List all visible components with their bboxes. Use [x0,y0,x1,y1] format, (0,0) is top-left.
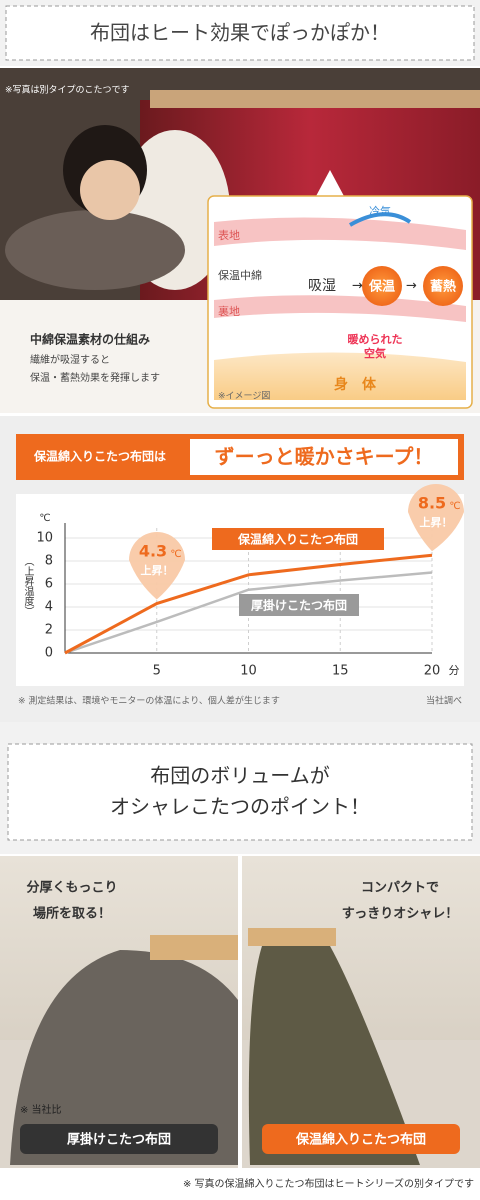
kotatsu-top [150,90,480,108]
callout-bubble [408,484,464,552]
diagram-label: 保温 [368,279,395,295]
left-label-bg [20,1124,218,1154]
diagram-label: 冷気 [369,204,391,218]
callout-text: 上昇！ [420,515,453,529]
caption-title: 中綿保温素材の仕組み [30,332,150,347]
header-title: 布団はヒート効果でぽっかぽか！ [90,21,390,45]
series-label-bg [212,528,384,550]
chart-note: ※ 測定結果は、環境やモニターの体温により、個人差が生じます [18,695,280,707]
diagram-label: 暖められた [348,332,403,346]
series-line [64,571,433,655]
banner-main-bg [190,439,458,475]
left-text: 分厚くもっこり [26,880,117,896]
left-text: 場所を取る！ [33,906,111,922]
y-tick-label: 4 [45,600,53,615]
inner-layer [214,295,466,322]
x-tick-label: 10 [240,664,257,679]
header-box [5,5,475,61]
face [80,160,140,220]
chart-source: 当社調べ [426,695,462,707]
chart-box [16,494,464,686]
table [248,928,336,946]
banner-lead: 保温綿入りこたつ布団は [33,449,166,464]
slim-futon [248,946,420,1165]
right-label: 保温綿入りこたつ布団 [295,1132,426,1148]
right-text: コンパクトで [361,881,439,896]
diagram-label: 裏地 [218,304,240,318]
compare-note: ※ 当社比 [20,1103,62,1116]
callout-unit: ℃ [170,549,181,560]
cold-arrow [349,212,412,227]
y-tick-label: 6 [45,577,53,592]
y-label: （上昇温度） [22,556,34,616]
diagram-label: 保温中綿 [218,268,262,282]
body-layer [214,352,466,400]
table [150,935,238,960]
series-label-bg [239,594,359,616]
series-label: 保温綿入りこたつ布団 [237,532,358,547]
pillow [5,210,185,290]
outer-layer [214,217,466,250]
diagram-label: 蓄熱 [430,279,456,295]
volume-title: オシャレこたつのポイント！ [110,795,370,819]
volume-box [7,743,473,841]
x-tick-label: 5 [153,664,161,679]
keep-circle [362,266,402,306]
callout-unit: ℃ [449,501,460,512]
pointer [315,170,345,198]
right-label-bg [262,1124,460,1154]
series-label: 厚掛けこたつ布団 [251,598,347,613]
right-text: すっきりオシャレ！ [342,907,458,922]
y-tick-label: 8 [45,554,53,569]
photo-note: ※写真は別タイプのこたつです [5,84,130,96]
callout-value: 4.3 [139,542,167,561]
thick-futon [10,950,238,1165]
diagram-label: 身 体 [334,376,377,393]
y-unit: ℃ [39,513,50,524]
arrow: → [406,279,417,294]
x-unit: 分 [449,664,460,677]
chart: 0 2 4 6 8 10 5 10 15 20 ℃ 分 （上昇温度） 保温綿入りこたつ布団厚掛けこたつ布団… [22,484,464,679]
arrow: → [352,279,363,294]
callout-bubble [129,532,185,600]
left-label: 厚掛けこたつ布団 [67,1132,171,1148]
y-tick-label: 2 [45,623,53,638]
diagram-label: 空気 [364,346,386,360]
x-tick-label: 15 [332,664,349,679]
diagram-label: 吸湿 [308,278,336,294]
diagram-label: 表地 [218,228,240,242]
x-tick-label: 20 [424,664,441,679]
store-circle [423,266,463,306]
footer: ※ 写真の保温綿入りこたつ布団はヒートシリーズの別タイプです [183,1177,474,1190]
caption-line: 繊維が吸湿すると [30,353,110,366]
diagram-note: ※イメージ図 [218,391,270,402]
caption-line: 保温・蓄熱効果を発揮します [30,371,160,384]
y-tick-label: 0 [45,646,53,661]
volume-title: 布団のボリュームが [150,764,329,788]
banner-main: ずーっと暖かさキープ！ [215,445,434,469]
series-line [64,553,433,655]
y-tick-label: 10 [36,531,53,546]
callout-value: 8.5 [418,494,446,513]
callout-text: 上昇！ [141,563,174,577]
